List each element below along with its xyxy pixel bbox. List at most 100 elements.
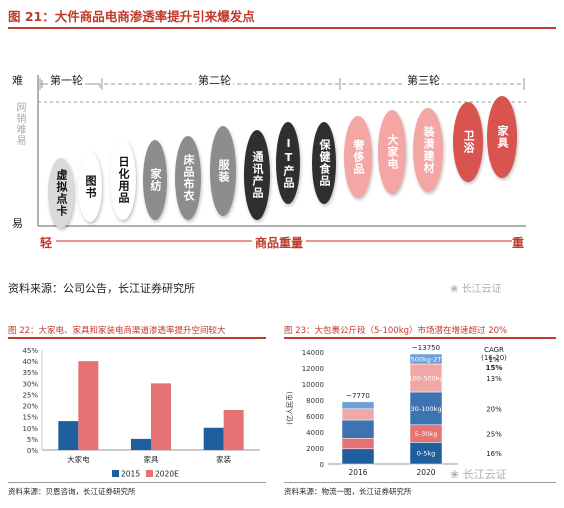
y-tick-label: 4000 [306, 429, 324, 437]
round-2-label: 第二轮 [196, 72, 233, 88]
segment-label: 100-500kg [408, 375, 443, 383]
x-right-label: 重 [512, 234, 525, 251]
fig22-rule [8, 337, 266, 339]
product-label: 通讯产品 [251, 151, 264, 199]
cagr-value: 1% [488, 356, 499, 364]
total-label: ~13750 [412, 344, 440, 352]
y-bottom-label: 易 [12, 217, 23, 230]
y-tick-label: 45% [22, 347, 38, 355]
product-label: 奢侈品 [352, 139, 365, 175]
product-label: 家纺 [149, 168, 162, 192]
x-tick-label: 家具 [144, 454, 159, 464]
x-tick-label: 家装 [216, 454, 231, 464]
cagr-header: CAGR [484, 346, 504, 354]
product-11: 大家电 [378, 110, 406, 194]
y-tick-label: 8000 [306, 397, 324, 405]
y-tick-label: 2000 [306, 445, 324, 453]
product-4: 家纺 [143, 140, 167, 220]
fig22-source: 资料来源：贝恩咨询，长江证券研究所 [8, 487, 136, 496]
cagr-value: 16% [486, 450, 502, 458]
bar-2015-大家电 [58, 421, 79, 450]
product-3: 日化用品 [110, 140, 136, 220]
product-14: 家具 [487, 96, 517, 178]
product-1: 虚拟点卡 [48, 158, 74, 228]
cagr-total: 15% [486, 364, 503, 372]
total-label: ~7770 [346, 392, 370, 400]
cagr-value: 20% [486, 405, 502, 413]
product-label: 虚拟点卡 [55, 169, 68, 217]
product-label: 床品布衣 [182, 154, 195, 202]
bar-2020E-家装 [223, 410, 244, 450]
cagr-value: 25% [486, 431, 502, 439]
title-rule [8, 27, 556, 29]
fig23-bottom-rule [284, 482, 556, 483]
segment-label: 30-100kg [411, 405, 442, 413]
fig23-rule [284, 337, 556, 339]
y-tick-label: 30% [22, 380, 38, 388]
bar-2020E-大家电 [78, 361, 99, 450]
fig22-title: 图 22：大家电、家具和家装电商渠道渗透率提升空间较大 [8, 326, 226, 336]
stack-2016-0-5kg [341, 448, 375, 465]
y-tick-label: 40% [22, 358, 38, 366]
stack-2016-500kg-2T [341, 401, 375, 410]
product-label: 大家电 [386, 134, 399, 170]
product-label: IT产品 [282, 137, 295, 189]
y-tick-label: 6000 [306, 413, 324, 421]
y-tick-label: 12000 [302, 365, 324, 373]
round-1-label: 第一轮 [48, 72, 85, 88]
y-tick-label: 20% [22, 403, 38, 411]
product-2: 图书 [78, 152, 102, 222]
x-tick-label: 2016 [348, 468, 367, 477]
fig22-chart: 0% 5% 10% 15% 20% 25% 30% 35% 40% 45% 大家电 家具 家装 2015 2… [22, 347, 260, 479]
watermark-top: ❀ 长江云证 [450, 284, 502, 295]
round-3-label: 第三轮 [405, 72, 442, 88]
product-9: 保健食品 [312, 122, 336, 204]
fig21-panel: 第一轮 第二轮 第三轮 难 网销难易 易 轻 商品重量 重 虚拟点卡 图书 日化用品… [0, 30, 564, 270]
bar-2015-家装 [203, 427, 224, 450]
fig22-bottom-rule [8, 482, 266, 483]
fig23-chart: 0 2000 4000 6000 8000 10000 12000 14000 (亿人民币) ~7… [285, 344, 507, 477]
product-7: 通讯产品 [244, 130, 270, 220]
fig23-source: 资料来源：物流一图，长江证券研究所 [284, 487, 412, 496]
legend-swatch [146, 470, 153, 477]
stack-2016-5-30kg [341, 438, 375, 450]
y-tick-label: 35% [22, 369, 38, 377]
product-label: 装潢建材 [422, 126, 435, 174]
legend-label: 2015 [121, 470, 140, 479]
product-label: 图书 [84, 175, 97, 199]
product-label: 日化用品 [117, 156, 130, 204]
product-label: 服装 [217, 159, 230, 183]
y-axis-title: (亿人民币) [285, 391, 294, 425]
stack-2020-500kg-2T [409, 353, 443, 365]
x-tick-label: 大家电 [67, 454, 90, 464]
legend-swatch [112, 470, 119, 477]
x-left-label: 轻 [40, 234, 53, 251]
bar-2020E-家具 [151, 383, 171, 450]
stack-2016-30-100kg [341, 419, 375, 439]
x-tick-label: 2020 [416, 468, 435, 477]
segment-label: 5-30kg [415, 430, 438, 438]
product-12: 装潢建材 [413, 108, 443, 192]
y-tick-label: 25% [22, 391, 38, 399]
product-5: 床品布衣 [175, 136, 201, 220]
fig23-title: 图 23：大包裹公斤段（5-100kg）市场潜在增速超过 20% [284, 326, 508, 336]
y-tick-label: 0 [320, 461, 324, 469]
x-mid-label: 商品重量 [252, 234, 307, 251]
y-tick-label: 14000 [302, 349, 324, 357]
product-6: 服装 [210, 126, 236, 216]
product-label: 卫浴 [462, 130, 475, 154]
stack-2016-100-500kg [341, 408, 375, 421]
watermark-bottom: ❀ 长江云证 [450, 468, 507, 481]
legend-label: 2020E [155, 470, 179, 479]
y-top-label: 难 [12, 74, 23, 87]
stack-2020-30-100kg [409, 391, 443, 426]
y-tick-label: 5% [27, 436, 38, 444]
product-label: 家具 [496, 125, 509, 149]
y-tick-label: 10000 [302, 381, 324, 389]
y-tick-label: 15% [22, 414, 38, 422]
segment-label: 500kg-2T [411, 356, 442, 364]
y-tick-label: 0% [27, 447, 38, 455]
y-mid-label: 网销难易 [14, 102, 25, 146]
segment-label: 0-5kg [417, 450, 436, 458]
product-8: IT产品 [276, 122, 300, 204]
